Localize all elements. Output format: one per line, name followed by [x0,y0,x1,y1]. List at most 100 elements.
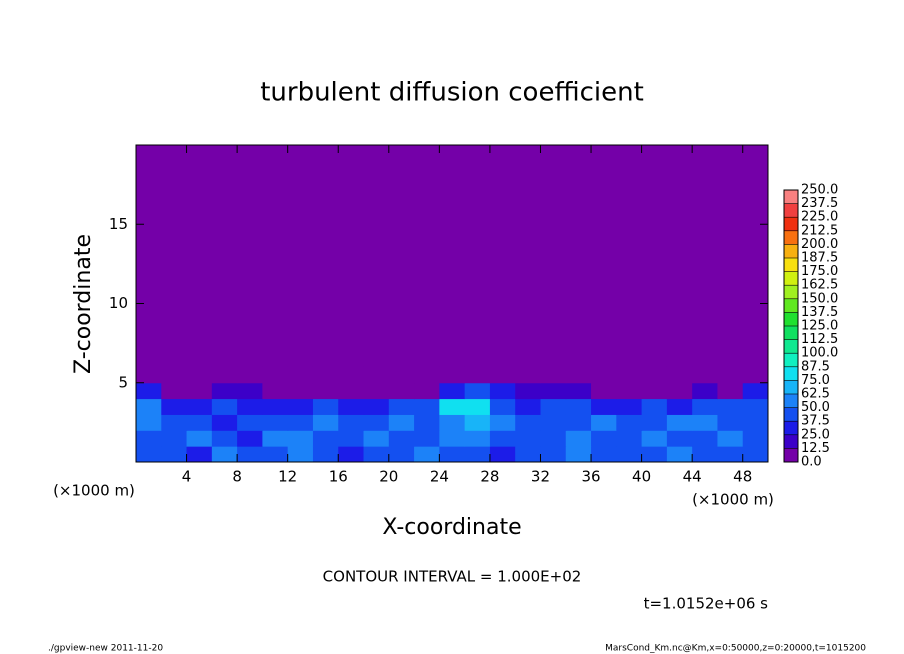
field-cell [717,446,744,463]
colorbar-label: 200.0 [801,237,838,252]
field-cell [136,430,162,447]
field-cell [717,366,744,384]
y-axis-label: Z-coordinate [71,234,96,374]
field-cell [439,398,466,415]
field-cell [464,446,491,463]
colorbar-band [784,244,798,258]
field-cell [439,366,466,384]
x-tick-label: 36 [581,468,600,486]
field-cell [338,414,365,431]
field-cell [136,366,162,384]
field-cell [388,382,415,400]
colorbar-band [784,353,798,367]
colorbar-band [784,434,798,449]
colorbar-band [784,190,798,204]
colorbar-label: 12.5 [801,441,830,456]
field-cell [540,430,567,447]
colorbar-label: 0.0 [801,455,822,470]
field-cell [565,366,592,384]
field-cell [262,366,289,384]
field-cell [641,446,668,463]
field-cell [742,382,769,400]
field-cell [717,382,744,400]
colorbar-label: 25.0 [801,427,830,442]
colorbar-band [784,230,798,245]
field-cell [464,414,491,431]
x-tick-label: 20 [379,468,398,486]
field-cell [616,398,643,415]
field-cell [591,382,617,400]
field-cell [363,446,390,463]
field-cell [742,414,769,431]
field-cell [489,366,516,384]
field-cell [287,382,314,400]
field-cell [237,398,263,415]
field-cell [186,398,213,415]
field-cell [186,414,213,431]
field-cell [717,414,744,431]
field-cell [666,398,693,415]
x-tick-label: 40 [632,468,651,486]
field-cell [565,382,592,400]
field-cell [692,414,718,431]
field-cell [136,398,162,415]
x-tick-label: 44 [683,468,702,486]
field-cell [338,398,365,415]
colorbar-label: 212.5 [801,223,838,238]
field-cell [565,414,592,431]
field-cell [540,366,567,384]
colorbar-band [784,203,798,218]
x-tick-label: 32 [531,468,550,486]
field-cell [287,398,314,415]
field-cell [439,414,466,431]
field-cell [692,366,718,384]
field-cell [666,382,693,400]
field-cell [312,366,339,384]
field-cell [363,398,390,415]
field-cell [666,414,693,431]
field-cell [338,430,365,447]
field-cell [464,366,491,384]
colorbar-band [784,407,798,422]
field-cell [161,414,188,431]
field-cell [464,430,491,447]
field-cell [161,382,188,400]
colorbar-label: 137.5 [801,305,838,320]
y-tick-label: 10 [109,294,128,312]
footer-left: ./gpview-new 2011-11-20 [48,644,163,654]
y-tick-label: 5 [118,373,128,391]
field-cell [211,382,238,400]
field-cell [591,398,617,415]
field-cell [262,446,289,463]
field-cell [287,446,314,463]
field-cell [388,430,415,447]
field-cell [211,398,238,415]
field-cell [388,366,415,384]
colorbar-band [784,217,798,231]
y-unit: (×1000 m) [53,482,135,500]
field-cell [540,398,567,415]
colorbar-band [784,271,798,286]
field-cell [641,430,668,447]
colorbar-band [784,448,798,462]
field-cell [136,414,162,431]
colorbar-label: 37.5 [801,414,830,429]
field-cell [515,382,541,400]
field-cell [312,430,339,447]
field-cell [363,414,390,431]
x-tick-label: 8 [232,468,242,486]
field-cell [237,382,263,400]
field-cell [742,366,769,384]
field-cell [287,366,314,384]
time-label: t=1.0152e+06 s [644,595,769,613]
field-cell [666,366,693,384]
field-cell [211,446,238,463]
field-cell [464,398,491,415]
field-cell [692,382,718,400]
field-cell [136,446,162,463]
colorbar-band [784,339,798,354]
field-cell [616,414,643,431]
field-cell [565,398,592,415]
field-cell [565,430,592,447]
